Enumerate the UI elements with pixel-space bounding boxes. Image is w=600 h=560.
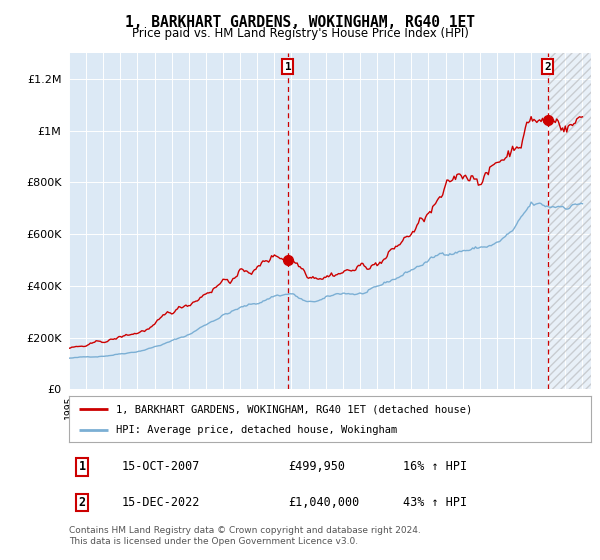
Text: Price paid vs. HM Land Registry's House Price Index (HPI): Price paid vs. HM Land Registry's House … [131,27,469,40]
Text: £1,040,000: £1,040,000 [288,496,359,509]
Text: 2: 2 [544,62,551,72]
Text: 43% ↑ HPI: 43% ↑ HPI [403,496,467,509]
Text: 1: 1 [79,460,86,473]
Text: 2: 2 [79,496,86,509]
Text: £499,950: £499,950 [288,460,345,473]
Text: 15-OCT-2007: 15-OCT-2007 [121,460,200,473]
Text: HPI: Average price, detached house, Wokingham: HPI: Average price, detached house, Woki… [116,426,397,436]
Text: 1: 1 [284,62,291,72]
Text: 1, BARKHART GARDENS, WOKINGHAM, RG40 1ET (detached house): 1, BARKHART GARDENS, WOKINGHAM, RG40 1ET… [116,404,472,414]
Text: 1, BARKHART GARDENS, WOKINGHAM, RG40 1ET: 1, BARKHART GARDENS, WOKINGHAM, RG40 1ET [125,15,475,30]
Text: 16% ↑ HPI: 16% ↑ HPI [403,460,467,473]
Text: Contains HM Land Registry data © Crown copyright and database right 2024.
This d: Contains HM Land Registry data © Crown c… [69,526,421,546]
Text: 15-DEC-2022: 15-DEC-2022 [121,496,200,509]
Bar [548,53,591,389]
